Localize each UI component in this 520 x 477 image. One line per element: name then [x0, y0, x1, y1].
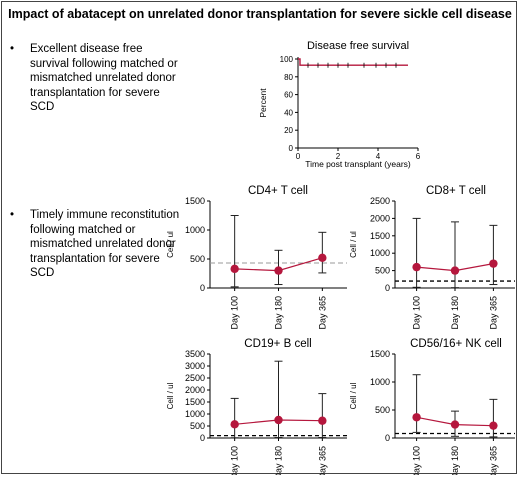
km-chart-title: Disease free survival [307, 40, 409, 52]
km-x-tick-label: 4 [376, 152, 381, 161]
data-point [450, 266, 460, 275]
bullet-marker: • [10, 209, 15, 221]
data-point [318, 416, 327, 425]
data-point [450, 420, 460, 429]
data-point [412, 413, 421, 422]
panel-y-axis-label: Cell / ul [166, 382, 175, 409]
km-x-tick-label: 0 [296, 152, 301, 161]
km-survival-line [298, 58, 408, 66]
bullet-text: Excellent disease free survival followin… [30, 43, 178, 113]
panel-y-tick-label: 2500 [185, 373, 205, 383]
data-point [230, 420, 239, 429]
panel-y-tick-label: 0 [385, 283, 390, 293]
panel-title: CD56/16+ NK cell [410, 338, 502, 350]
panel-y-tick-label: 1000 [185, 409, 205, 419]
km-x-axis-label: Time post transplant (years) [305, 159, 411, 169]
km-y-tick-label: 60 [284, 91, 293, 100]
category-label: Day 100 [230, 446, 240, 475]
category-label: Day 180 [274, 296, 284, 330]
panel-y-tick-label: 3000 [185, 361, 205, 371]
km-y-axis-label: Percent [258, 88, 268, 118]
category-label: Day 365 [488, 446, 498, 475]
category-label: Day 180 [450, 296, 460, 330]
category-label: Day 100 [412, 296, 422, 330]
data-point [489, 421, 498, 430]
category-label: Day 180 [450, 446, 460, 475]
km-y-tick-label: 40 [284, 108, 293, 117]
category-label: Day 365 [317, 296, 327, 330]
panel-y-tick-label: 0 [385, 433, 390, 443]
panel-title: CD4+ T cell [248, 185, 308, 197]
figure-title: Impact of abatacept on unrelated donor t… [8, 7, 512, 21]
data-point [274, 266, 283, 275]
panel-title: CD19+ B cell [244, 338, 311, 350]
panel-y-tick-label: 1500 [185, 196, 205, 206]
panel-y-tick-label: 500 [190, 254, 205, 264]
panel-y-axis-label: Cell / ul [166, 231, 175, 258]
data-point [274, 415, 283, 425]
km-x-tick-label: 6 [416, 152, 421, 161]
panel-y-tick-label: 1500 [370, 231, 390, 241]
panel-y-tick-label: 500 [190, 421, 205, 431]
bullet-text: Timely immune reconstitution following m… [30, 209, 180, 279]
category-label: Day 100 [230, 296, 240, 330]
data-point [318, 253, 327, 263]
panel-y-axis-label: Cell / ul [349, 382, 358, 409]
panel-y-tick-label: 500 [375, 405, 390, 415]
km-y-tick-label: 80 [284, 73, 293, 82]
category-label: Day 365 [488, 296, 498, 330]
panel-y-tick-label: 1000 [370, 377, 390, 387]
panel-y-tick-label: 1000 [185, 225, 205, 235]
bullet-marker: • [10, 43, 15, 55]
km-y-tick-label: 0 [289, 144, 294, 153]
panel-title: CD8+ T cell [426, 185, 486, 197]
panel-y-tick-label: 0 [200, 433, 205, 443]
data-point [489, 259, 498, 268]
category-label: Day 180 [274, 446, 284, 475]
panel-y-tick-label: 1500 [185, 397, 205, 407]
km-y-tick-label: 20 [284, 126, 293, 135]
panel-y-tick-label: 1500 [370, 349, 390, 359]
panel-y-tick-label: 2500 [370, 196, 390, 206]
panel-y-tick-label: 1000 [370, 248, 390, 258]
panel-y-tick-label: 3500 [185, 349, 205, 359]
panel-y-tick-label: 500 [375, 266, 390, 276]
panel-y-axis-label: Cell / ul [349, 231, 358, 258]
category-label: Day 100 [412, 446, 422, 475]
km-x-tick-label: 2 [336, 152, 341, 161]
panel-y-tick-label: 2000 [370, 213, 390, 223]
data-point [412, 262, 421, 272]
panel-y-tick-label: 0 [200, 283, 205, 293]
km-y-tick-label: 100 [280, 55, 294, 64]
panel-y-tick-label: 2000 [185, 385, 205, 395]
category-label: Day 365 [317, 446, 327, 475]
data-point [230, 264, 239, 274]
